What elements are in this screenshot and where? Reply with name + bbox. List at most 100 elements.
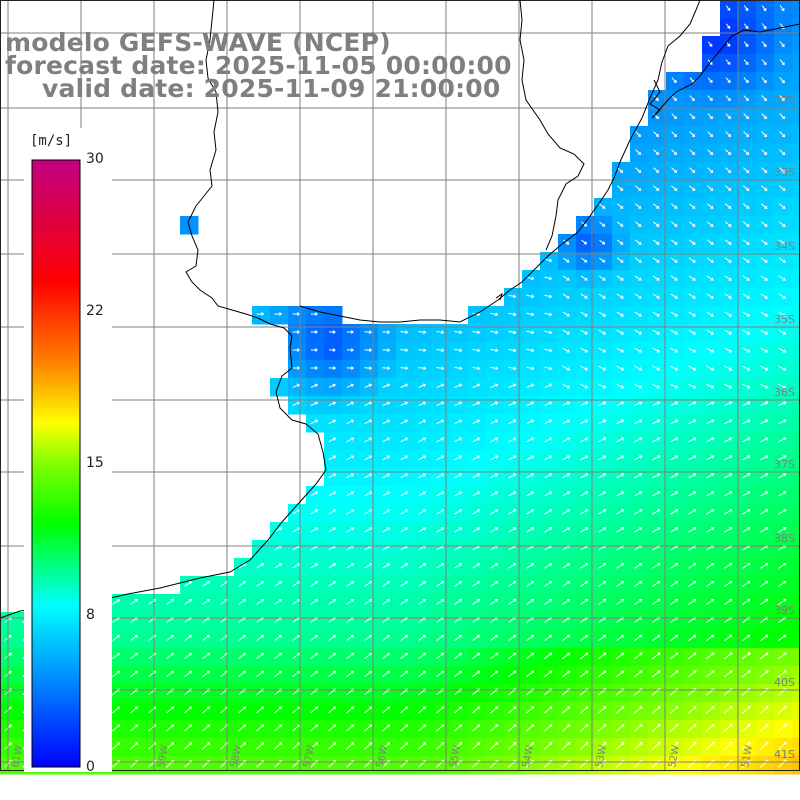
wind-arrow [651, 670, 661, 678]
wind-cell [540, 486, 559, 505]
wind-cell [612, 450, 631, 469]
wind-arrow [616, 257, 624, 263]
wind-arrow [112, 652, 121, 660]
wind-arrow [562, 473, 571, 479]
wind-arrow [635, 185, 642, 191]
wind-cell [720, 432, 739, 451]
wind-cell [774, 396, 793, 415]
wind-cell [792, 180, 800, 199]
wind-cell [342, 594, 361, 613]
wind-arrow [382, 455, 391, 461]
wind-arrow [580, 275, 588, 281]
wind-arrow [617, 185, 624, 191]
wind-arrow [508, 581, 517, 587]
colorbar-gradient [31, 159, 81, 768]
wind-cell [738, 378, 757, 397]
wind-arrow [743, 59, 749, 66]
wind-arrow [454, 383, 463, 388]
wind-arrow [543, 706, 553, 714]
wind-arrow [310, 581, 319, 587]
wind-arrow [112, 599, 121, 605]
wind-cell [324, 450, 343, 469]
wind-cell [558, 360, 577, 379]
wind-cell [702, 378, 721, 397]
wind-arrow [418, 455, 427, 461]
wind-arrow [418, 581, 427, 587]
wind-arrow [418, 563, 427, 569]
wind-arrow [725, 5, 731, 12]
wind-arrow [472, 706, 481, 714]
wind-cell [126, 666, 145, 685]
wind-cell [756, 702, 775, 721]
wind-arrow [436, 581, 445, 587]
wind-arrow [328, 330, 336, 334]
wind-cell [576, 702, 595, 721]
wind-cell [0, 720, 19, 739]
wind-cell [162, 666, 181, 685]
wind-cell [414, 468, 433, 487]
wind-cell [576, 378, 595, 397]
wind-arrow [615, 652, 625, 660]
wind-arrow [634, 365, 643, 371]
wind-cell [576, 576, 595, 595]
wind-cell [612, 702, 631, 721]
wind-cell [450, 432, 469, 451]
wind-arrow [724, 239, 732, 245]
wind-arrow [202, 599, 211, 605]
wind-arrow [633, 670, 643, 678]
wind-cell [396, 648, 415, 667]
wind-cell [774, 756, 793, 775]
wind-cell [378, 504, 397, 523]
wind-arrow [724, 185, 732, 191]
wind-arrow [634, 473, 643, 479]
wind-cell [774, 468, 793, 487]
wind-arrow [580, 509, 589, 515]
wind-cell [612, 504, 631, 523]
wind-cell [378, 540, 397, 559]
wind-cell [216, 630, 235, 649]
wind-cell [360, 468, 379, 487]
wind-arrow [508, 706, 517, 714]
wind-cell [378, 558, 397, 577]
wind-arrow [328, 401, 337, 406]
wind-arrow [706, 419, 715, 425]
wind-cell [504, 576, 523, 595]
wind-arrow [580, 347, 589, 353]
wind-cell [504, 450, 523, 469]
wind-cell [468, 522, 487, 541]
wind-arrow [670, 527, 679, 533]
wind-cell [468, 486, 487, 505]
wind-arrow [742, 437, 751, 443]
wind-cell [432, 684, 451, 703]
wind-arrow [670, 203, 678, 209]
wind-cell [630, 486, 649, 505]
wind-arrow [472, 401, 481, 407]
wind-cell [558, 594, 577, 613]
wind-cell [792, 720, 800, 739]
wind-arrow [652, 203, 660, 209]
wind-arrow [598, 581, 607, 587]
wind-cell [432, 450, 451, 469]
wind-cell [522, 648, 541, 667]
wind-cell [486, 522, 505, 541]
wind-arrow [742, 527, 751, 533]
wind-arrow [472, 348, 481, 353]
wind-arrow [436, 742, 445, 750]
wind-cell [216, 648, 235, 667]
wind-arrow [561, 741, 571, 750]
wind-cell [522, 576, 541, 595]
wind-arrow [652, 580, 661, 587]
wind-arrow [382, 330, 391, 334]
wind-cell [756, 594, 775, 613]
wind-arrow [346, 563, 355, 569]
wind-cell [540, 612, 559, 631]
wind-cell [450, 486, 469, 505]
wind-cell [342, 702, 361, 721]
wind-cell [666, 414, 685, 433]
wind-cell [126, 630, 145, 649]
wind-cell [180, 738, 199, 757]
wind-arrow [184, 724, 193, 732]
wind-cell [576, 666, 595, 685]
wind-arrow [706, 239, 714, 245]
wind-cell [630, 360, 649, 379]
